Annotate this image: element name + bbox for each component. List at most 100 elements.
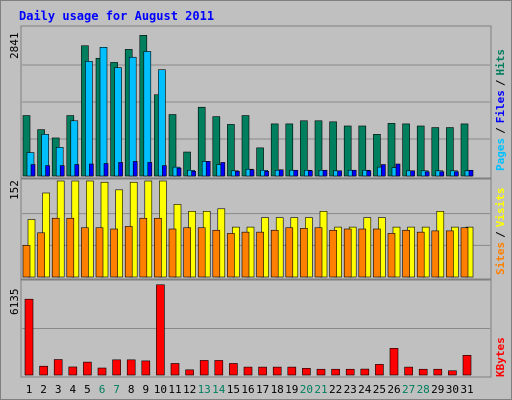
x-label-day-3: 3 bbox=[55, 383, 62, 396]
bar-hits-day-24 bbox=[358, 125, 367, 177]
bar-pages-day-27 bbox=[410, 170, 415, 177]
x-label-day-13: 13 bbox=[198, 383, 211, 396]
bar-sites-day-14 bbox=[212, 229, 221, 278]
bar-pages-day-9 bbox=[147, 162, 153, 177]
bar-pages-day-10 bbox=[162, 165, 167, 177]
bar-kbytes-day-28 bbox=[418, 368, 428, 376]
x-label-day-17: 17 bbox=[256, 383, 269, 396]
bar-hits-day-14 bbox=[212, 116, 221, 177]
x-label-day-9: 9 bbox=[142, 383, 149, 396]
x-label-day-23: 23 bbox=[344, 383, 357, 396]
bar-hits-day-22 bbox=[329, 121, 337, 177]
legend-sep-1: / bbox=[494, 127, 507, 134]
bar-sites-day-23 bbox=[343, 228, 352, 278]
bar-files-day-2 bbox=[41, 134, 49, 177]
bar-pages-day-14 bbox=[220, 162, 226, 177]
legend-files: Files bbox=[494, 90, 507, 123]
bar-pages-day-24 bbox=[366, 170, 372, 177]
bar-kbytes-day-13 bbox=[199, 360, 209, 376]
bar-pages-day-26 bbox=[395, 163, 401, 177]
x-label-day-31: 31 bbox=[460, 383, 473, 396]
bar-sites-day-30 bbox=[446, 230, 454, 278]
x-label-day-25: 25 bbox=[373, 383, 386, 396]
bar-kbytes-day-14 bbox=[214, 360, 224, 376]
bar-sites-day-18 bbox=[270, 229, 279, 278]
legend-sep-3: / bbox=[494, 231, 507, 238]
x-label-day-30: 30 bbox=[446, 383, 459, 396]
bar-sites-day-2 bbox=[37, 232, 45, 278]
bar-kbytes-day-26 bbox=[389, 348, 399, 376]
bar-kbytes-day-6 bbox=[97, 367, 107, 376]
bar-files-day-4 bbox=[70, 120, 79, 177]
bar-kbytes-day-2 bbox=[39, 365, 48, 376]
bar-pages-day-4 bbox=[74, 164, 80, 177]
bar-hits-day-17 bbox=[256, 147, 264, 177]
bar-pages-day-11 bbox=[176, 167, 182, 177]
x-label-day-15: 15 bbox=[227, 383, 240, 396]
bar-pages-day-1 bbox=[30, 164, 36, 177]
bar-sites-day-8 bbox=[124, 226, 133, 278]
legend-hits: Hits bbox=[494, 49, 507, 76]
x-label-day-18: 18 bbox=[271, 383, 284, 396]
bar-kbytes-day-24 bbox=[360, 368, 370, 376]
bar-sites-day-25 bbox=[373, 228, 381, 278]
bar-sites-day-20 bbox=[300, 228, 308, 278]
bar-pages-day-21 bbox=[322, 169, 328, 177]
bar-sites-day-17 bbox=[256, 231, 264, 278]
x-label-day-1: 1 bbox=[26, 383, 33, 396]
bar-hits-day-31 bbox=[460, 123, 469, 177]
bar-hits-day-26 bbox=[387, 123, 396, 177]
bar-hits-day-12 bbox=[183, 151, 191, 177]
bar-sites-day-12 bbox=[183, 227, 191, 278]
bar-kbytes-day-19 bbox=[287, 366, 297, 376]
x-label-day-12: 12 bbox=[183, 383, 196, 396]
bar-pages-day-16 bbox=[249, 169, 255, 177]
legend-sep-2: / bbox=[494, 79, 507, 86]
bar-sites-day-31 bbox=[460, 227, 469, 278]
x-label-day-11: 11 bbox=[168, 383, 181, 396]
bar-files-day-7 bbox=[114, 67, 122, 177]
bar-kbytes-day-16 bbox=[243, 366, 253, 376]
bar-kbytes-day-15 bbox=[229, 363, 238, 376]
bar-pages-day-6 bbox=[103, 163, 109, 177]
bar-pages-day-20 bbox=[308, 170, 313, 177]
x-axis-labels: 1 2 3 4 5 6 7 8 9 10 11 12 13 14 15 16 17 18 19 20 21 22 23 24 2… bbox=[26, 383, 474, 396]
x-label-day-19: 19 bbox=[285, 383, 298, 396]
bar-pages-day-25 bbox=[381, 164, 386, 177]
bar-sites-day-10 bbox=[154, 217, 162, 278]
bar-kbytes-day-11 bbox=[170, 363, 180, 376]
bar-kbytes-day-30 bbox=[448, 370, 457, 376]
bar-sites-day-29 bbox=[431, 230, 440, 278]
legend-sites: Sites bbox=[494, 242, 507, 275]
x-label-day-14: 14 bbox=[212, 383, 226, 396]
bar-kbytes-day-21 bbox=[316, 368, 326, 376]
bar-kbytes-day-1 bbox=[24, 298, 34, 376]
bar-files-day-8 bbox=[128, 56, 137, 177]
bar-pages-day-18 bbox=[278, 169, 284, 177]
bar-pages-day-31 bbox=[468, 169, 474, 177]
bar-hits-day-23 bbox=[343, 125, 352, 177]
x-label-day-2: 2 bbox=[40, 383, 47, 396]
x-label-day-8: 8 bbox=[128, 383, 135, 396]
bar-sites-day-4 bbox=[66, 217, 75, 278]
bar-hits-day-20 bbox=[300, 120, 308, 177]
bar-kbytes-day-4 bbox=[68, 366, 78, 376]
x-label-day-28: 28 bbox=[417, 383, 430, 396]
bars-layer bbox=[22, 35, 474, 376]
bar-sites-day-16 bbox=[241, 231, 250, 278]
bar-pages-day-12 bbox=[191, 171, 196, 177]
x-label-day-27: 27 bbox=[402, 383, 415, 396]
legend-visits: Visits bbox=[494, 188, 507, 228]
bar-sites-day-5 bbox=[81, 227, 89, 278]
x-label-day-29: 29 bbox=[431, 383, 444, 396]
bar-hits-day-29 bbox=[431, 127, 440, 177]
bar-kbytes-day-9 bbox=[141, 360, 151, 376]
bar-hits-day-11 bbox=[168, 114, 177, 177]
bar-sites-day-28 bbox=[416, 231, 425, 278]
bar-pages-day-23 bbox=[351, 169, 357, 177]
bar-pages-day-22 bbox=[337, 170, 342, 177]
bar-sites-day-22 bbox=[329, 229, 337, 278]
x-label-day-4: 4 bbox=[69, 383, 76, 396]
x-label-day-21: 21 bbox=[314, 383, 327, 396]
bar-files-day-5 bbox=[85, 61, 93, 177]
